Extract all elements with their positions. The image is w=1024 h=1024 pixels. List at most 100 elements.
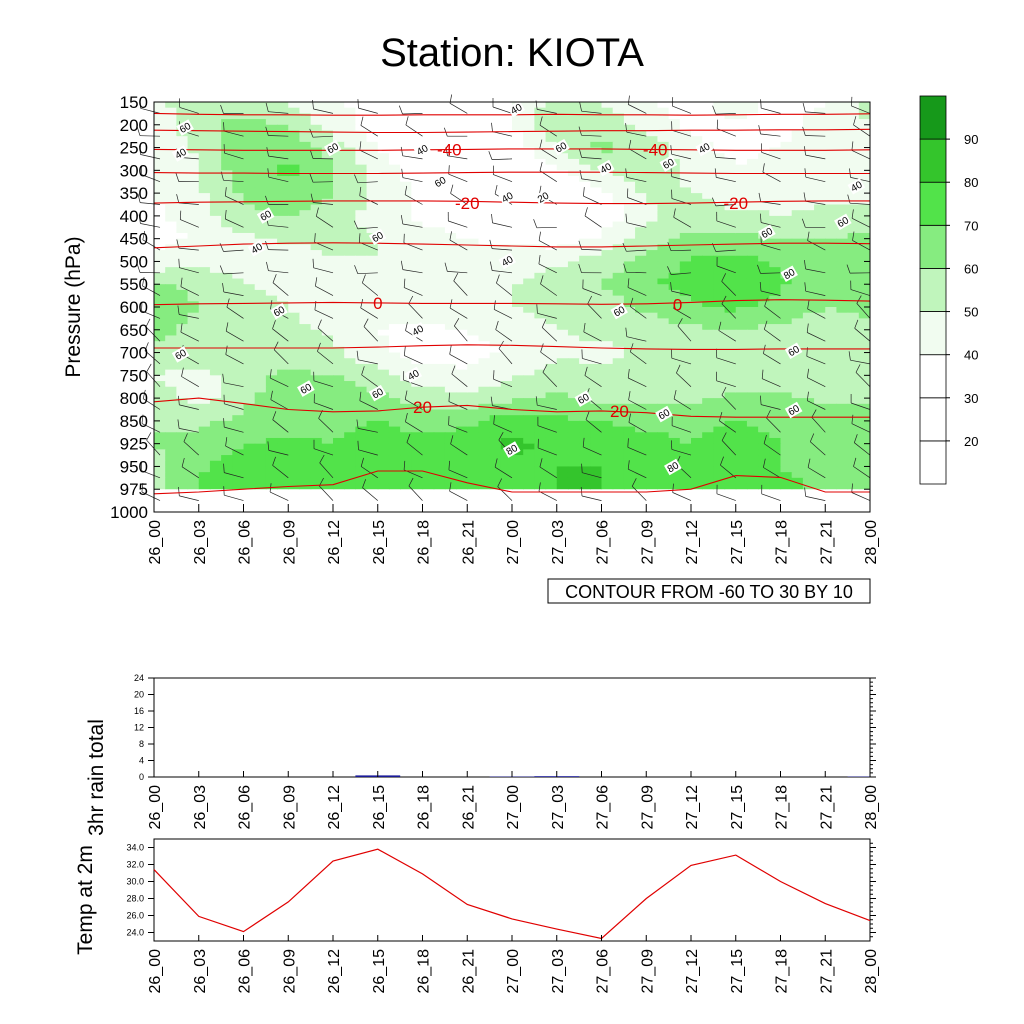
- wind-barb: [537, 109, 557, 114]
- humidity-cell: [232, 460, 245, 468]
- humidity-cell: [187, 472, 200, 479]
- humidity-cell: [232, 102, 245, 109]
- humidity-cell: [758, 267, 770, 274]
- humidity-cell: [780, 130, 793, 137]
- humidity-cell: [814, 363, 826, 371]
- humidity-cell: [802, 232, 815, 240]
- humidity-cell: [601, 420, 614, 428]
- humidity-cell: [198, 386, 211, 394]
- humidity-cell: [355, 158, 368, 166]
- humidity-cell: [299, 295, 312, 302]
- humidity-cell: [478, 375, 491, 382]
- humidity-cell: [825, 238, 838, 245]
- humidity-cell: [422, 381, 435, 388]
- humidity-cell: [791, 119, 804, 126]
- wind-barb: [807, 240, 826, 251]
- humidity-cell: [321, 358, 334, 365]
- humidity-cell: [299, 158, 312, 166]
- humidity-cell: [724, 267, 737, 274]
- humidity-cell: [724, 318, 737, 325]
- humidity-cell: [579, 381, 591, 388]
- wind-barb: [761, 493, 781, 501]
- humidity-cell: [209, 113, 222, 120]
- humidity-cell: [780, 386, 793, 394]
- humidity-cell: [780, 244, 793, 251]
- humidity-cell: [780, 437, 793, 445]
- humidity-cell: [366, 455, 379, 462]
- humidity-cell: [646, 329, 659, 337]
- humidity-cell: [646, 455, 659, 462]
- humidity-cell: [769, 250, 782, 257]
- humidity-cell: [657, 375, 670, 382]
- humidity-cell: [679, 409, 692, 416]
- humidity-cell: [187, 244, 200, 251]
- humidity-cell: [825, 307, 838, 314]
- humidity-cell: [802, 403, 815, 411]
- humidity-cell: [579, 102, 591, 109]
- humidity-cell: [590, 250, 603, 257]
- humidity-cell: [198, 403, 211, 411]
- humidity-cell: [500, 409, 513, 416]
- humidity-cell: [377, 460, 390, 468]
- humidity-cell: [422, 363, 435, 371]
- humidity-cell: [265, 301, 278, 308]
- humidity-cell: [791, 261, 804, 268]
- humidity-cell: [612, 215, 625, 223]
- humidity-cell: [400, 284, 412, 291]
- humidity-cell: [724, 477, 737, 485]
- humidity-cell: [321, 483, 334, 490]
- humidity-cell: [545, 158, 558, 166]
- humidity-cell: [691, 318, 703, 325]
- humidity-cell: [713, 244, 726, 251]
- humidity-cell: [612, 153, 625, 160]
- humidity-cell: [780, 329, 793, 337]
- humidity-cell: [444, 369, 457, 376]
- humidity-cell: [724, 301, 737, 308]
- humidity-cell: [288, 449, 301, 456]
- humidity-cell: [769, 187, 782, 194]
- humidity-cell: [556, 363, 569, 371]
- humidity-cell: [344, 119, 356, 126]
- humidity-cell: [355, 187, 368, 194]
- humidity-cell: [456, 124, 468, 132]
- humidity-cell: [702, 204, 714, 211]
- humidity-cell: [310, 437, 323, 445]
- humidity-cell: [489, 102, 502, 109]
- humidity-cell: [512, 238, 524, 245]
- humidity-cell: [646, 193, 659, 200]
- humidity-cell: [545, 204, 558, 211]
- humidity-cell: [556, 278, 569, 285]
- humidity-cell: [176, 420, 189, 428]
- humidity-cell: [355, 375, 368, 382]
- humidity-cell: [691, 227, 703, 234]
- humidity-cell: [847, 272, 860, 280]
- humidity-cell: [601, 483, 614, 490]
- humidity-cell: [590, 102, 603, 109]
- humidity-cell: [814, 238, 826, 245]
- humidity-cell: [456, 301, 468, 308]
- humidity-cell: [534, 176, 547, 183]
- humidity-cell: [411, 272, 424, 280]
- wind-barb: [448, 173, 468, 183]
- humidity-cell: [791, 255, 804, 263]
- humidity-cell: [746, 381, 759, 388]
- humidity-cell: [456, 278, 468, 285]
- humidity-cell: [646, 232, 659, 240]
- humidity-cell: [154, 358, 166, 365]
- humidity-cell: [310, 255, 323, 263]
- humidity-cell: [489, 181, 502, 189]
- humidity-cell: [489, 398, 502, 405]
- humidity-cell: [802, 158, 815, 166]
- humidity-cell: [388, 289, 401, 297]
- humidity-cell: [444, 432, 457, 439]
- humidity-cell: [478, 107, 491, 114]
- humidity-cell: [567, 153, 580, 160]
- humidity-cell: [814, 176, 826, 183]
- humidity-cell: [333, 455, 345, 462]
- humidity-cell: [814, 198, 826, 206]
- humidity-cell: [556, 295, 569, 302]
- humidity-cell: [411, 215, 424, 223]
- humidity-cell: [791, 381, 804, 388]
- humidity-cell: [321, 136, 334, 143]
- humidity-cell: [579, 455, 591, 462]
